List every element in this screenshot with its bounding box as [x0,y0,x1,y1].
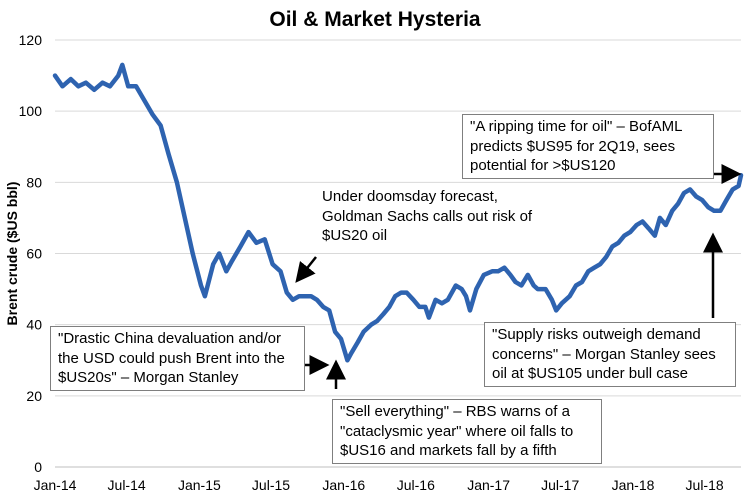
y-axis-ticks: 0 20 40 60 80 100 120 [19,32,43,475]
x-tick-label: Jul-16 [397,477,435,493]
y-tick-label: 60 [26,246,42,262]
x-tick-label: Jan-15 [178,477,221,493]
x-tick-label: Jul-18 [686,477,724,493]
x-tick-label: Jul-15 [252,477,290,493]
annotation-arrows [295,164,742,389]
y-tick-label: 120 [19,32,43,48]
annotation-bofaml: "A ripping time for oil" – BofAML predic… [462,114,714,179]
arrow-goldman [295,256,317,283]
y-tick-label: 0 [34,459,42,475]
gridlines [55,39,741,397]
chart-title: Oil & Market Hysteria [269,8,481,31]
x-tick-label: Jan-16 [322,477,365,493]
x-tick-label: Jan-14 [34,477,77,493]
y-tick-label: 80 [26,174,42,190]
y-tick-label: 100 [19,103,43,119]
annotation-rbs: "Sell everything" – RBS warns of a "cata… [332,399,602,464]
y-tick-label: 40 [26,317,42,333]
brent-price-line [52,62,744,363]
annotation-china: "Drastic China devaluation and/or the US… [50,326,305,391]
y-tick-label: 20 [26,388,42,404]
x-tick-label: Jan-17 [467,477,510,493]
x-axis-ticks: Jan-14 Jul-14 Jan-15 Jul-15 Jan-16 Jul-16 Jan-… [34,477,724,493]
annotation-supply: "Supply risks outweigh demand concerns" … [484,322,736,387]
x-tick-label: Jul-14 [108,477,146,493]
annotation-goldman: Under doomsday forecast, Goldman Sachs c… [318,185,544,248]
y-axis-title: Brent crude ($US bbl) [4,182,20,326]
x-tick-label: Jul-17 [541,477,579,493]
x-tick-label: Jan-18 [612,477,655,493]
